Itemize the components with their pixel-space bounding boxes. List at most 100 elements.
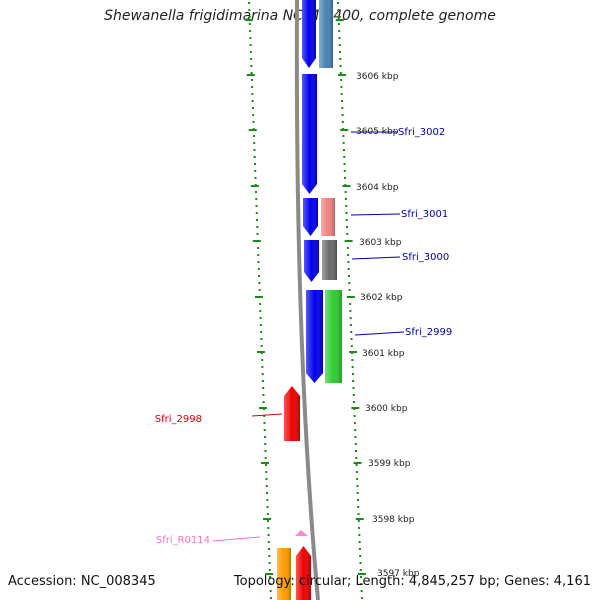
inner-ring-dots bbox=[261, 373, 264, 375]
accession-text: Accession: NC_008345 bbox=[8, 574, 156, 589]
outer-ring-dots bbox=[355, 450, 357, 452]
inner-ring-dots bbox=[249, 44, 252, 46]
outer-ring-dots bbox=[350, 338, 353, 340]
outer-ring-dots bbox=[342, 149, 345, 151]
inner-ring-dots bbox=[256, 233, 259, 235]
inner-ring-dots bbox=[256, 226, 259, 228]
inner-ring-dots bbox=[254, 177, 257, 179]
inner-ring-dots bbox=[259, 310, 262, 312]
gene-label-leader bbox=[351, 256, 401, 260]
outer-ring-dots bbox=[342, 135, 345, 137]
inner-ring-dots bbox=[254, 170, 257, 172]
inner-ring-dots bbox=[258, 289, 261, 291]
outer-ring-dots bbox=[344, 177, 347, 179]
gene-label-leader bbox=[350, 213, 401, 216]
inner-ring-dots bbox=[268, 548, 271, 550]
gene-red-2 bbox=[296, 546, 311, 600]
outer-ring-dots bbox=[355, 457, 358, 459]
gene-red-2-shade bbox=[296, 546, 311, 600]
gene-label: Sfri_2998 bbox=[155, 414, 202, 425]
outer-ring-dots bbox=[354, 443, 357, 445]
outer-ring-dots bbox=[351, 366, 354, 368]
kbp-label: 3601 kbp bbox=[362, 349, 405, 359]
inner-ring-dots bbox=[257, 247, 260, 249]
inner-ring-dots bbox=[266, 492, 269, 494]
outer-ring-dots bbox=[358, 541, 361, 543]
outer-ring-dots bbox=[354, 429, 357, 431]
inner-ring-dots bbox=[263, 422, 266, 424]
inner-ring-dots bbox=[262, 401, 265, 403]
outer-ring-dots bbox=[344, 198, 347, 200]
inner-ring-dots bbox=[251, 93, 254, 95]
gene-blue-3-shade bbox=[303, 198, 318, 236]
kbp-label: 3604 kbp bbox=[356, 183, 399, 193]
kbp-label: 3602 kbp bbox=[360, 293, 403, 303]
outer-ring-dots bbox=[358, 548, 361, 550]
outer-ring-dots bbox=[356, 492, 359, 494]
outer-ring-dots bbox=[337, 9, 340, 11]
backbone-ring bbox=[294, 0, 320, 600]
inner-ring-dots bbox=[259, 303, 262, 305]
inner-ring-dots bbox=[266, 506, 269, 508]
inner-ring-dots bbox=[259, 317, 262, 319]
gene-blue-2 bbox=[302, 74, 317, 194]
inner-ring-dots bbox=[257, 254, 260, 256]
outer-ring-dots bbox=[346, 233, 349, 235]
gene-blue-5-shade bbox=[306, 290, 323, 383]
outer-ring-dots bbox=[354, 436, 357, 438]
outer-ring-dots bbox=[343, 163, 346, 165]
inner-ring-dots bbox=[265, 478, 268, 480]
outer-ring-dots bbox=[348, 275, 350, 277]
inner-ring-dots bbox=[267, 541, 270, 543]
outer-ring-dots bbox=[349, 310, 352, 312]
inner-ring-dots bbox=[249, 37, 252, 39]
outer-ring-dots bbox=[351, 373, 354, 375]
gene-salmon bbox=[321, 198, 335, 236]
outer-ring-dots bbox=[343, 170, 346, 172]
kbp-label: 3597 kbp bbox=[377, 569, 420, 579]
outer-ring-dots bbox=[337, 2, 340, 4]
gene-label: Sfri_3002 bbox=[398, 127, 445, 138]
inner-ring-dots bbox=[264, 450, 267, 452]
outer-ring-dots bbox=[359, 555, 362, 557]
inner-ring-dots bbox=[255, 191, 258, 193]
outer-ring-dots bbox=[345, 219, 348, 221]
inner-ring-dots bbox=[255, 205, 258, 207]
inner-ring-dots bbox=[250, 79, 253, 81]
inner-ring-dots bbox=[260, 345, 263, 347]
outer-ring-dots bbox=[339, 51, 342, 53]
outer-ring-dots bbox=[338, 44, 341, 46]
gene-gray bbox=[322, 240, 337, 280]
outer-ring-dots bbox=[349, 324, 352, 326]
outer-ring-dots bbox=[360, 583, 363, 585]
gene-blue-3 bbox=[303, 198, 318, 236]
outer-ring-dots bbox=[337, 16, 340, 18]
outer-ring-dots bbox=[344, 191, 347, 193]
outer-ring-dots bbox=[358, 534, 361, 536]
inner-ring-dots bbox=[269, 590, 272, 592]
outer-ring-dots bbox=[357, 520, 360, 522]
gene-steel bbox=[319, 0, 333, 68]
inner-ring-dots bbox=[250, 72, 253, 74]
outer-ring-dots bbox=[341, 107, 344, 109]
outer-ring-dots bbox=[340, 79, 343, 81]
inner-ring-dots bbox=[253, 142, 256, 144]
outer-ring-dots bbox=[353, 401, 356, 403]
inner-ring-dots bbox=[263, 415, 266, 417]
inner-ring-dots bbox=[263, 436, 266, 438]
outer-ring-dots bbox=[353, 422, 356, 424]
gene-label: Sfri_3001 bbox=[401, 209, 448, 220]
gene-label: Sfri_3000 bbox=[402, 252, 449, 263]
outer-ring-dots bbox=[337, 23, 340, 25]
outer-ring-dots bbox=[345, 205, 348, 207]
inner-ring-dots bbox=[269, 576, 272, 578]
outer-ring-dots bbox=[346, 226, 349, 228]
inner-ring-dots bbox=[269, 583, 272, 585]
gene-label-leader bbox=[354, 331, 405, 336]
outer-ring-dots bbox=[341, 100, 343, 102]
inner-ring-dots bbox=[256, 219, 259, 221]
gene-blue-1-shade bbox=[302, 0, 316, 68]
outer-ring-dots bbox=[347, 268, 350, 270]
outer-ring-dots bbox=[345, 212, 348, 214]
inner-ring-dots bbox=[267, 534, 270, 536]
